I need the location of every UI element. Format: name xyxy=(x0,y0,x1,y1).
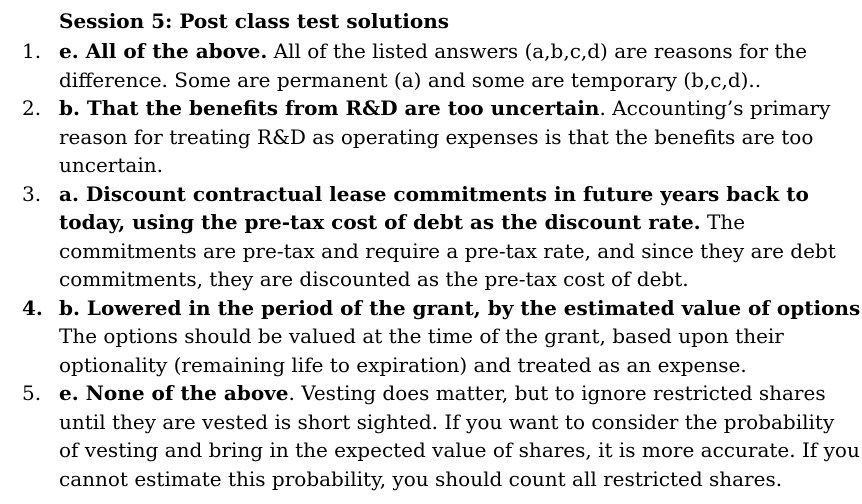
explanation-text: uncertain. xyxy=(59,153,163,177)
answer-choice-text: b. Lowered in the period of the grant, b… xyxy=(59,295,862,320)
explanation-text: All of the listed answers (a,b,c,d) are … xyxy=(267,39,808,63)
list-item-line: a. Discount contractual lease commitment… xyxy=(59,180,809,209)
explanation-text: . Accounting’s primary xyxy=(599,96,831,120)
list-item-line: today, using the pre-tax cost of debt as… xyxy=(59,208,745,237)
list-item-line: until they are vested is short sighted. … xyxy=(59,408,834,437)
explanation-text: of vesting and bring in the expected val… xyxy=(59,438,860,462)
list-item-line: commitments, they are discounted as the … xyxy=(59,265,689,294)
explanation-text: . Vesting does matter, but to ignore res… xyxy=(288,381,826,405)
list-item-line: uncertain. xyxy=(59,151,163,180)
list-item-number: 4. xyxy=(22,295,43,320)
explanation-text: until they are vested is short sighted. … xyxy=(59,409,835,434)
explanation-text: reason for treating R&D as operating exp… xyxy=(59,124,814,149)
answer-choice-text: b. That the benefits from R&D are too un… xyxy=(59,96,600,120)
explanation-text: The xyxy=(700,210,746,234)
answer-choice-text: e. None of the above xyxy=(59,381,289,405)
explanation-text: cannot estimate this probability, you sh… xyxy=(59,466,783,491)
list-item-number: 1. xyxy=(22,39,42,63)
explanation-text: difference. Some are permanent (a) and s… xyxy=(59,67,762,92)
list-item-line: of vesting and bring in the expected val… xyxy=(59,436,860,465)
list-item-line: optionality (remaining life to expiratio… xyxy=(59,351,747,380)
answer-choice-text: today, using the pre-tax cost of debt as… xyxy=(59,210,701,234)
list-item-line: b. Lowered in the period of the grant, b… xyxy=(59,294,862,323)
list-item-number: 5. xyxy=(22,381,42,405)
list-item-line: b. That the benefits from R&D are too un… xyxy=(59,94,830,123)
explanation-text: optionality (remaining life to expiratio… xyxy=(59,352,747,377)
list-item-line: reason for treating R&D as operating exp… xyxy=(59,123,813,152)
list-item-number: 3. xyxy=(22,181,42,206)
explanation-text: commitments are pre-tax and require a pr… xyxy=(59,238,836,263)
list-item-line: e. None of the above. Vesting does matte… xyxy=(59,379,826,408)
list-item-line: The options should be valued at the time… xyxy=(59,322,784,351)
list-item-line: difference. Some are permanent (a) and s… xyxy=(59,66,761,95)
list-item-line: e. All of the above. All of the listed a… xyxy=(59,37,807,66)
explanation-text: The options should be valued at the time… xyxy=(59,324,784,348)
answer-choice-text: e. All of the above. xyxy=(59,39,268,63)
list-item-line: commitments are pre-tax and require a pr… xyxy=(59,237,836,266)
list-item-number: 2. xyxy=(22,96,42,120)
explanation-text: commitments, they are discounted as the … xyxy=(59,267,689,291)
list-item-line: cannot estimate this probability, you sh… xyxy=(59,465,782,494)
answer-choice-text: a. Discount contractual lease commitment… xyxy=(59,181,809,206)
page-title: Session 5: Post class test solutions xyxy=(59,9,450,33)
